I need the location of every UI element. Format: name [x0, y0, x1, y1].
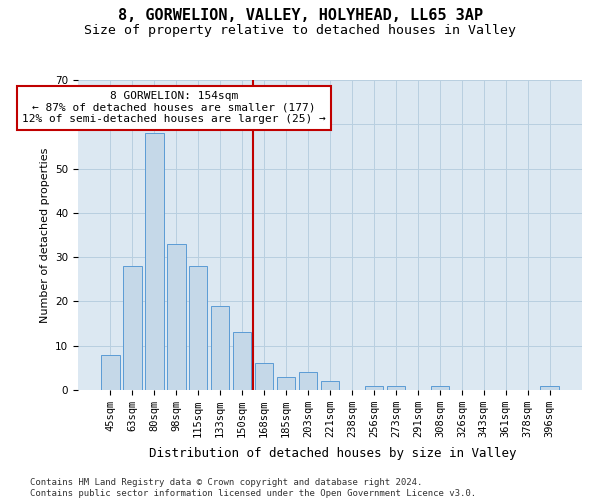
- Bar: [386, 386, 405, 390]
- Bar: [277, 376, 295, 390]
- Text: Size of property relative to detached houses in Valley: Size of property relative to detached ho…: [84, 24, 516, 37]
- Bar: [189, 266, 208, 390]
- Text: 8, GORWELION, VALLEY, HOLYHEAD, LL65 3AP: 8, GORWELION, VALLEY, HOLYHEAD, LL65 3AP: [118, 8, 482, 22]
- Bar: [211, 306, 229, 390]
- Text: 8 GORWELION: 154sqm
← 87% of detached houses are smaller (177)
12% of semi-detac: 8 GORWELION: 154sqm ← 87% of detached ho…: [22, 91, 326, 124]
- Bar: [320, 381, 340, 390]
- Bar: [101, 354, 119, 390]
- Bar: [233, 332, 251, 390]
- Bar: [255, 364, 274, 390]
- Text: Distribution of detached houses by size in Valley: Distribution of detached houses by size …: [149, 448, 517, 460]
- Bar: [431, 386, 449, 390]
- Bar: [299, 372, 317, 390]
- Y-axis label: Number of detached properties: Number of detached properties: [40, 148, 50, 322]
- Bar: [541, 386, 559, 390]
- Text: Contains HM Land Registry data © Crown copyright and database right 2024.
Contai: Contains HM Land Registry data © Crown c…: [30, 478, 476, 498]
- Bar: [167, 244, 185, 390]
- Bar: [365, 386, 383, 390]
- Bar: [145, 133, 164, 390]
- Bar: [123, 266, 142, 390]
